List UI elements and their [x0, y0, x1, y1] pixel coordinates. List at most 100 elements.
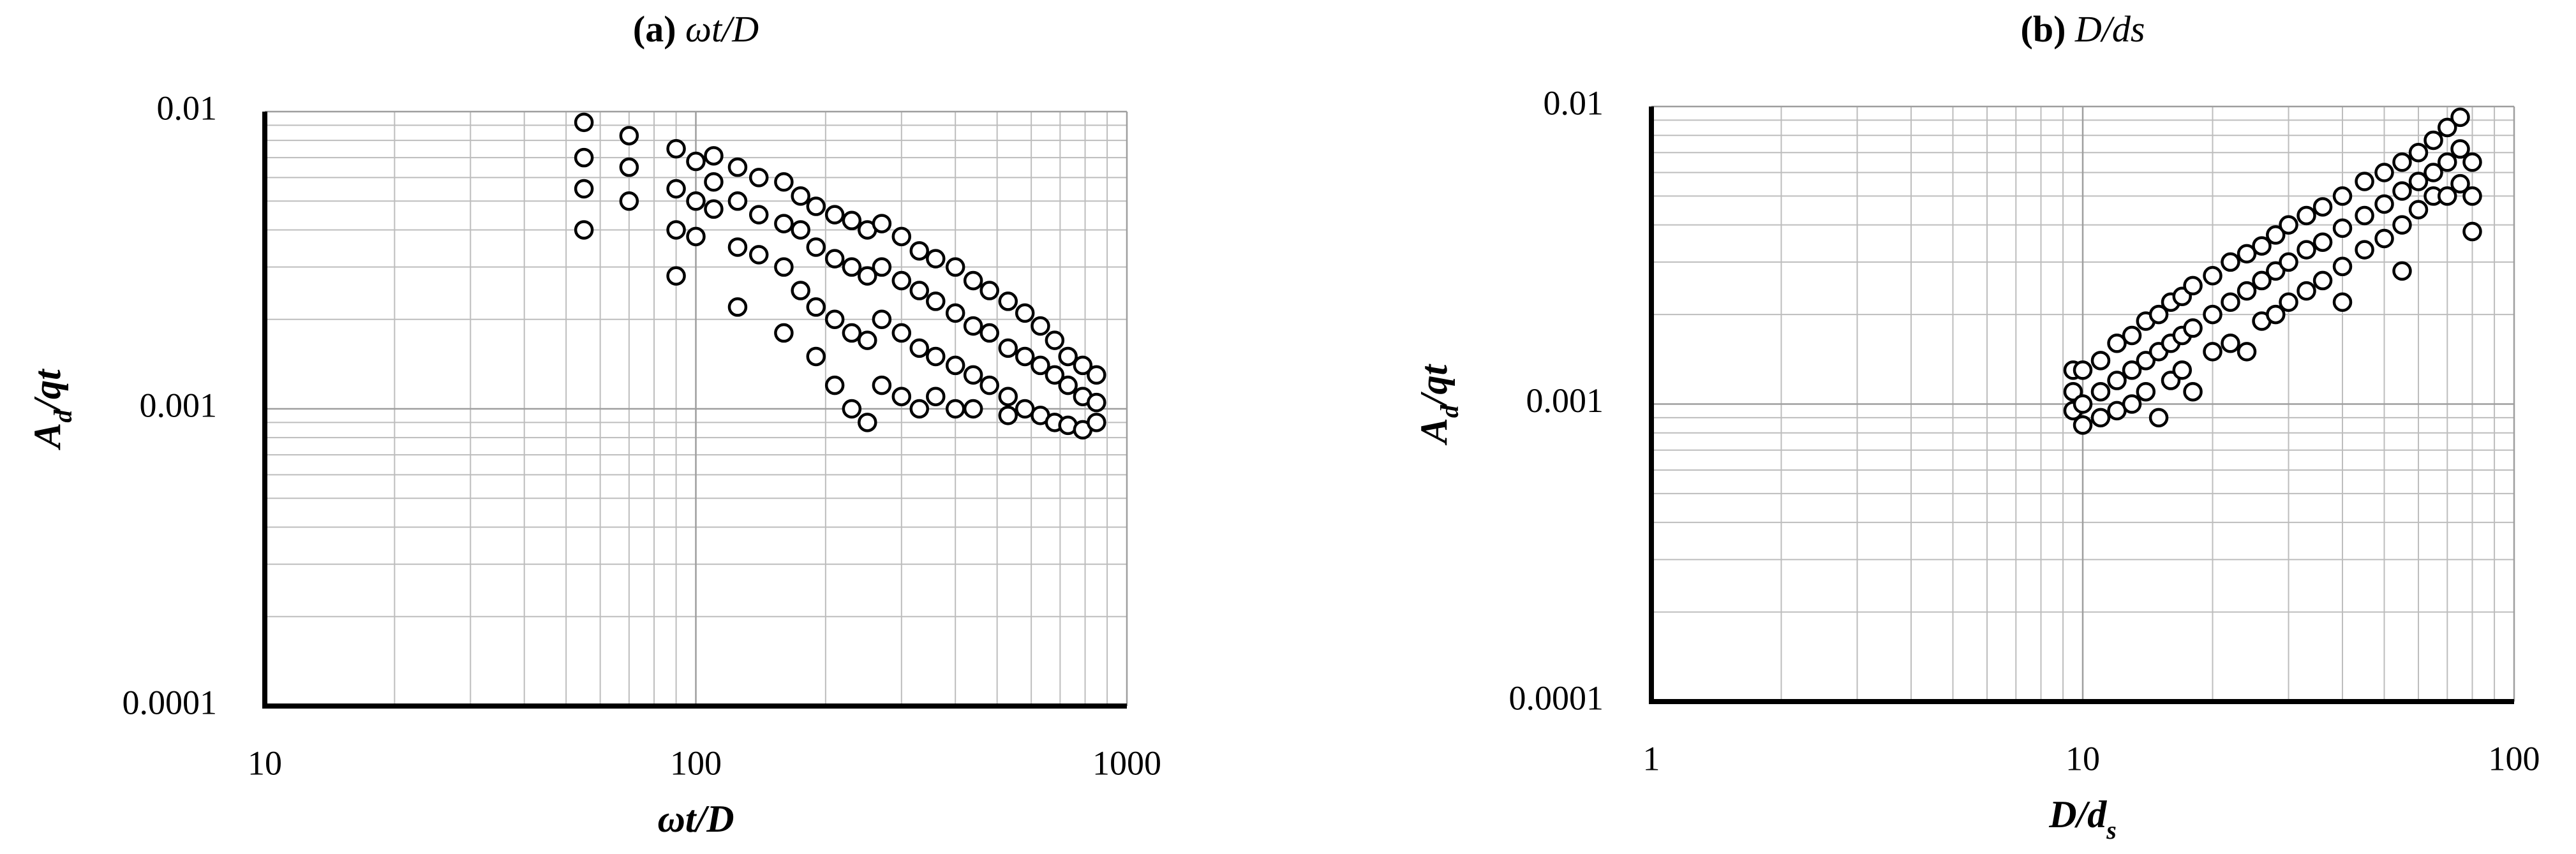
label-part: d [48, 409, 77, 423]
panel-label: (b) [2021, 8, 2066, 50]
y-axis-label: Ad/qt [1413, 363, 1464, 446]
point [2312, 197, 2333, 217]
point [998, 406, 1018, 425]
x-tick-label: 1 [1643, 739, 1660, 777]
x-axis-label: D/ds [2048, 793, 2117, 844]
point [727, 297, 748, 317]
point [1045, 365, 1065, 385]
point [2203, 342, 2222, 362]
point [574, 220, 594, 240]
point [909, 241, 930, 261]
point [824, 309, 845, 329]
point [2221, 252, 2240, 272]
point [2090, 381, 2111, 402]
point [945, 399, 965, 419]
point [686, 151, 706, 172]
point [872, 375, 892, 395]
point [704, 146, 724, 166]
point [2252, 270, 2272, 291]
point [891, 387, 912, 406]
point [774, 257, 794, 277]
point [824, 249, 845, 269]
point [2073, 360, 2093, 380]
point [2148, 408, 2169, 428]
x-tick-label: 10 [248, 744, 282, 782]
point [2122, 360, 2142, 380]
point [909, 338, 930, 358]
point [2392, 152, 2412, 172]
title-text: ωt/D [685, 8, 759, 50]
label-part: s [2106, 816, 2117, 844]
label-part: /qt [1413, 363, 1455, 408]
point [791, 186, 810, 206]
point [2438, 117, 2457, 138]
point [666, 179, 686, 199]
point [2090, 351, 2111, 371]
point [2438, 152, 2457, 172]
point [2063, 381, 2083, 402]
label-part: d [1435, 404, 1464, 418]
point [727, 191, 748, 211]
point [2073, 415, 2093, 435]
point [963, 365, 983, 385]
point [1015, 303, 1035, 323]
point [2355, 205, 2374, 226]
point [2279, 252, 2298, 272]
point [979, 375, 999, 395]
point [2423, 163, 2443, 182]
point [2172, 360, 2193, 380]
point [2297, 240, 2316, 260]
point [1015, 346, 1035, 367]
point [666, 220, 686, 240]
point [872, 214, 892, 233]
point [727, 237, 748, 257]
point [2122, 325, 2142, 346]
point [2203, 266, 2222, 286]
y-tick-label: 0.0001 [1509, 679, 1604, 717]
point [945, 303, 965, 323]
point [748, 168, 769, 188]
point [1087, 365, 1106, 385]
point [2438, 186, 2457, 206]
point [2148, 304, 2169, 325]
point [2237, 342, 2257, 362]
point [926, 291, 946, 311]
point [774, 172, 794, 192]
point [872, 309, 892, 329]
point [791, 281, 810, 300]
point [842, 323, 862, 343]
point [774, 323, 794, 343]
point [858, 330, 877, 350]
point [806, 297, 826, 317]
point [2107, 371, 2127, 390]
point [2332, 292, 2353, 313]
title-text: D/ds [2074, 8, 2145, 50]
point [1031, 316, 1050, 336]
point [963, 316, 983, 336]
point [2408, 200, 2429, 220]
point [2136, 381, 2156, 402]
x-axis-label: ωt/D [657, 798, 734, 840]
point [963, 399, 983, 419]
point [2423, 130, 2443, 151]
point [1015, 399, 1035, 419]
point [842, 257, 862, 277]
point [2266, 304, 2286, 325]
point [2355, 172, 2374, 191]
label-part: /qt [26, 368, 68, 413]
point [2374, 228, 2394, 249]
point [2252, 236, 2272, 256]
point [998, 387, 1018, 406]
point [2279, 292, 2298, 313]
point [2462, 152, 2482, 172]
point [2312, 270, 2333, 291]
point [998, 338, 1018, 358]
point [2332, 256, 2353, 277]
point [2203, 304, 2222, 325]
point [2297, 281, 2316, 301]
point [858, 266, 877, 286]
point [2237, 281, 2257, 301]
label-part: A [1413, 418, 1455, 446]
point [909, 399, 930, 419]
